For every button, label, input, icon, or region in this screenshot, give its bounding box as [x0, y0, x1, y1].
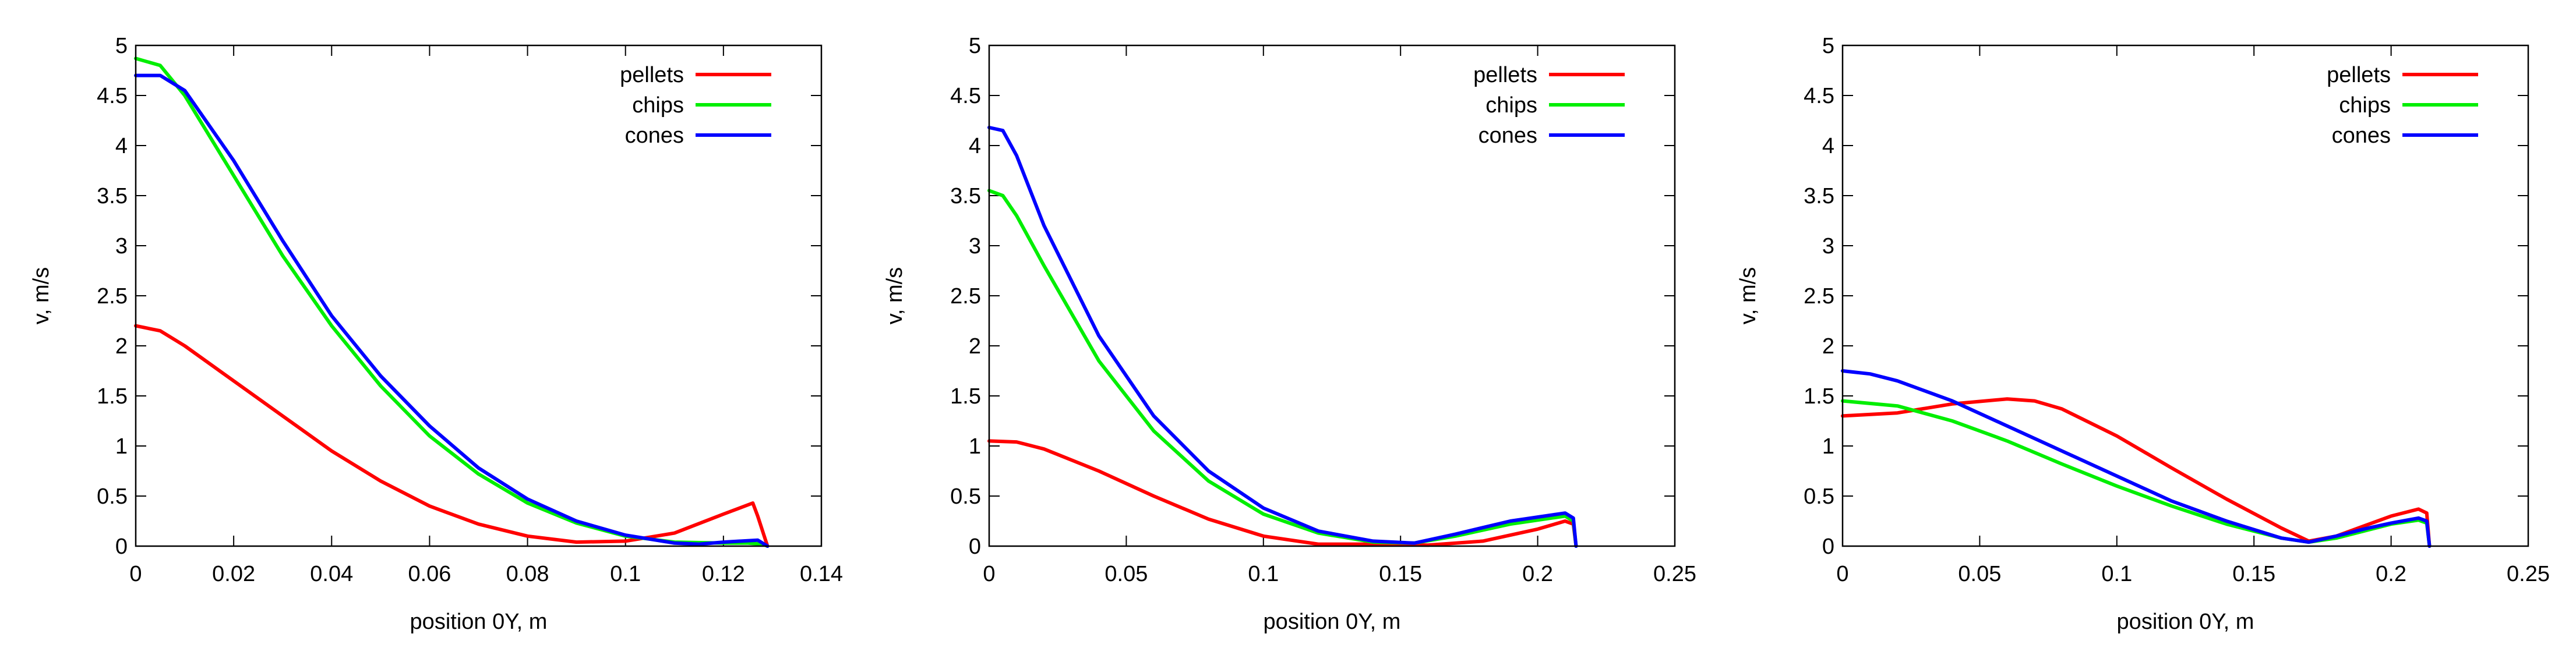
y-tick-label: 2.5: [1804, 284, 1834, 309]
y-tick-label: 2: [969, 334, 981, 359]
legend-label-cones: cones: [625, 123, 684, 148]
x-tick-label: 0.04: [310, 562, 353, 586]
series-line-pellets: [1841, 397, 2432, 548]
series-line-cones: [134, 73, 770, 548]
series-line-cones: [987, 126, 1578, 548]
legend-label-pellets: pellets: [1473, 63, 1537, 87]
y-tick-label: 3: [115, 234, 128, 259]
series-line-cones: [1841, 369, 2432, 548]
legend-label-pellets: pellets: [2327, 63, 2391, 87]
y-tick-label: 4: [115, 134, 128, 158]
y-tick-label: 2.5: [950, 284, 981, 309]
x-tick-label: 0.25: [1653, 562, 1696, 586]
x-tick-label: 0.06: [408, 562, 451, 586]
plot-frame: [135, 44, 823, 547]
series-line-chips: [1841, 399, 2432, 548]
y-tick-label: 4: [1822, 134, 1834, 158]
x-tick-label: 0.2: [1522, 562, 1553, 586]
chart-panel-1: 0 0.5 1 1.5 2 2.5 3 3.5 4 4.5 5 0 0.02 0.04 0.06 0.08 0.…: [29, 34, 843, 634]
y-tick-label: 4.5: [950, 84, 981, 108]
y-tick-label: 0.5: [97, 484, 128, 509]
y-tick-label: 4.5: [1804, 84, 1834, 108]
x-tick-label: 0.05: [1104, 562, 1148, 586]
y-tick-label: 5: [969, 34, 981, 58]
y-tick-label: 4: [969, 134, 981, 158]
y-tick-label: 3.5: [97, 184, 128, 208]
y-tick-label: 3: [969, 234, 981, 259]
x-tick-label: 0.05: [1958, 562, 2001, 586]
x-tick-label: 0.15: [1379, 562, 1422, 586]
plot-frame: [988, 44, 1676, 547]
y-tick-label: 0: [1822, 534, 1834, 559]
x-tick-label: 0: [1836, 562, 1848, 586]
y-tick-label: 2: [1822, 334, 1834, 359]
x-tick-label: 0.2: [2376, 562, 2406, 586]
x-tick-label: 0.12: [702, 562, 745, 586]
x-axis-label: position 0Y, m: [1264, 610, 1401, 634]
y-tick-label: 3: [1822, 234, 1834, 259]
series-line-pellets: [134, 324, 770, 548]
legend-label-cones: cones: [2332, 123, 2391, 148]
legend-label-chips: chips: [632, 93, 684, 118]
x-tick-label: 0.14: [800, 562, 843, 586]
x-tick-label: 0: [983, 562, 995, 586]
x-tick-label: 0.25: [2507, 562, 2550, 586]
y-tick-label: 0: [115, 534, 128, 559]
series-line-chips: [987, 189, 1578, 548]
y-axis-label: v, m/s: [29, 267, 54, 325]
y-tick-label: 1: [1822, 434, 1834, 459]
y-tick-label: 5: [115, 34, 128, 58]
x-axis-label: position 0Y, m: [410, 610, 548, 634]
x-tick-label: 0: [129, 562, 142, 586]
y-tick-label: 5: [1822, 34, 1834, 58]
chart-panel-3: 0 0.5 1 1.5 2 2.5 3 3.5 4 4.5 5 0 0.05 0.1 0.15 0.2 0.25…: [1736, 34, 2550, 634]
chart-panel-2: 0 0.5 1 1.5 2 2.5 3 3.5 4 4.5 5 0 0.05 0.1 0.15 0.2 0.25…: [883, 34, 1696, 634]
legend-label-pellets: pellets: [620, 63, 684, 87]
x-tick-label: 0.1: [610, 562, 641, 586]
y-tick-label: 1.5: [950, 384, 981, 409]
y-tick-label: 3.5: [1804, 184, 1834, 208]
y-axis-label: v, m/s: [883, 267, 907, 325]
series-line-pellets: [987, 439, 1578, 548]
y-tick-label: 1: [969, 434, 981, 459]
plot-frame: [1841, 44, 2529, 547]
y-tick-label: 1: [115, 434, 128, 459]
y-tick-label: 4.5: [97, 84, 128, 108]
legend-label-chips: chips: [2339, 93, 2391, 118]
y-tick-label: 0.5: [950, 484, 981, 509]
y-tick-label: 3.5: [950, 184, 981, 208]
y-tick-label: 2.5: [97, 284, 128, 309]
x-tick-label: 0.08: [506, 562, 549, 586]
y-tick-label: 2: [115, 334, 128, 359]
legend-label-chips: chips: [1485, 93, 1537, 118]
y-tick-label: 0.5: [1804, 484, 1834, 509]
x-tick-label: 0.1: [1248, 562, 1279, 586]
y-tick-label: 1.5: [97, 384, 128, 409]
legend-label-cones: cones: [1478, 123, 1537, 148]
x-tick-label: 0.02: [212, 562, 255, 586]
x-tick-label: 0.15: [2232, 562, 2275, 586]
y-tick-label: 1.5: [1804, 384, 1834, 409]
x-tick-label: 0.1: [2101, 562, 2132, 586]
y-tick-label: 0: [969, 534, 981, 559]
x-axis-label: position 0Y, m: [2117, 610, 2254, 634]
y-axis-label: v, m/s: [1736, 267, 1760, 325]
